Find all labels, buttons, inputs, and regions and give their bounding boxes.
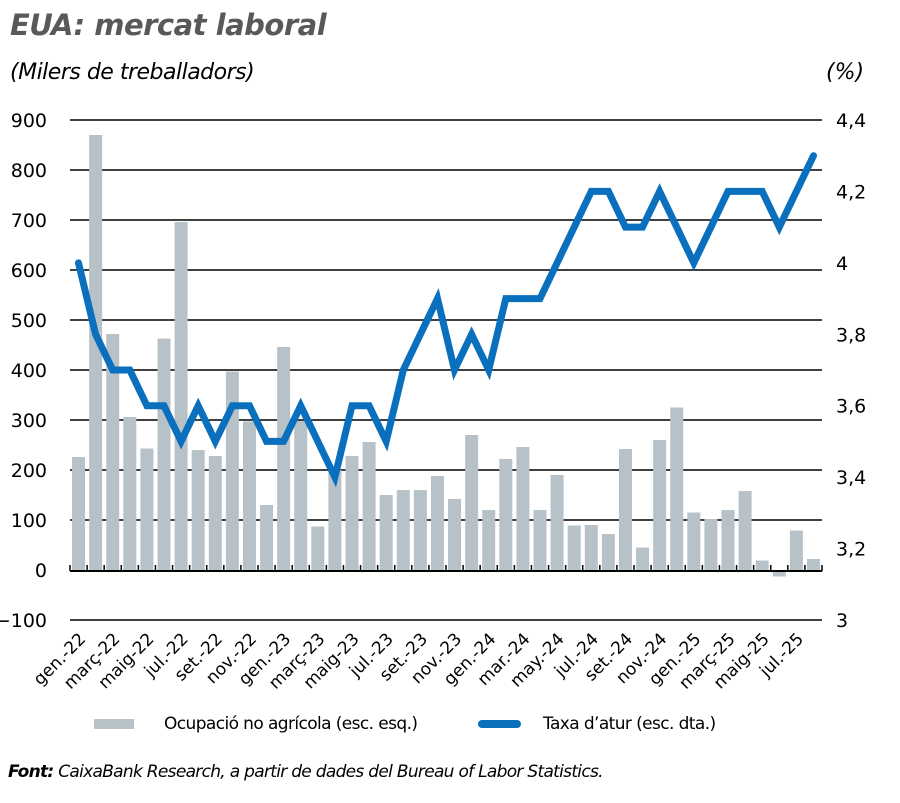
bar xyxy=(396,490,410,570)
bar xyxy=(533,510,547,570)
svg-text:4: 4 xyxy=(836,253,848,275)
bar xyxy=(738,491,752,570)
bar xyxy=(277,347,291,570)
bar xyxy=(225,371,239,570)
bar xyxy=(482,510,496,570)
bar xyxy=(294,421,308,570)
source-prefix: Font: xyxy=(8,762,54,782)
bar xyxy=(687,512,701,570)
svg-text:100: 100 xyxy=(11,510,47,532)
chart-title: EUA: mercat laboral xyxy=(10,8,327,42)
unemployment-line xyxy=(75,152,817,488)
bar xyxy=(328,470,342,570)
bar xyxy=(413,490,427,570)
bar xyxy=(772,570,786,577)
svg-text:300: 300 xyxy=(11,410,47,432)
svg-text:200: 200 xyxy=(11,460,47,482)
bar xyxy=(789,530,803,570)
bar xyxy=(123,417,137,570)
svg-text:4,2: 4,2 xyxy=(836,181,866,203)
svg-text:3: 3 xyxy=(836,610,848,632)
legend-item-employment: Ocupació no agrícola (esc. esq.) xyxy=(94,714,418,734)
bar xyxy=(72,457,86,570)
bar xyxy=(260,505,274,570)
bar xyxy=(550,475,564,570)
bar xyxy=(584,525,598,570)
bar xyxy=(140,448,154,570)
svg-text:3,2: 3,2 xyxy=(836,539,866,561)
bar xyxy=(345,456,359,570)
svg-text:3,4: 3,4 xyxy=(836,467,866,489)
svg-text:600: 600 xyxy=(11,260,47,282)
svg-text:−100: −100 xyxy=(0,610,47,632)
bar xyxy=(567,525,581,570)
legend-label-employment: Ocupació no agrícola (esc. esq.) xyxy=(164,714,418,734)
bar xyxy=(465,435,479,570)
svg-text:3,6: 3,6 xyxy=(836,396,866,418)
bar xyxy=(106,334,120,570)
source-note: Font: CaixaBank Research, a partir de da… xyxy=(8,762,604,782)
bar xyxy=(89,135,103,570)
bar xyxy=(618,449,632,570)
bar xyxy=(499,459,513,570)
svg-text:900: 900 xyxy=(11,110,47,132)
left-axis-labels: 900 800 700 600 500 400 300 200 100 0 −100 xyxy=(0,110,47,632)
bar xyxy=(208,456,222,570)
source-text: CaixaBank Research, a partir de dades de… xyxy=(53,762,603,782)
zero-axis xyxy=(69,565,823,572)
bar xyxy=(362,442,376,570)
bar xyxy=(191,450,205,570)
svg-text:4,4: 4,4 xyxy=(836,110,866,132)
bar xyxy=(516,447,530,570)
bar xyxy=(448,499,462,570)
legend-label-unemployment: Taxa d’atur (esc. dta.) xyxy=(543,714,716,734)
left-axis-unit: (Milers de treballadors) xyxy=(10,60,255,85)
bar xyxy=(653,440,667,570)
bar-swatch-icon xyxy=(94,719,134,729)
svg-text:3,8: 3,8 xyxy=(836,324,866,346)
line-swatch-icon xyxy=(478,720,521,728)
bar xyxy=(601,534,615,570)
svg-text:400: 400 xyxy=(11,360,47,382)
bar xyxy=(636,547,650,570)
bar xyxy=(704,519,718,570)
svg-text:0: 0 xyxy=(35,560,47,582)
svg-text:500: 500 xyxy=(11,310,47,332)
bar xyxy=(721,510,735,570)
x-axis-labels: gen.-22març-22maig-22jul.-22set.-22nov.-… xyxy=(30,629,808,693)
employment-bars xyxy=(72,135,820,577)
bar xyxy=(755,560,769,570)
bar xyxy=(157,338,171,570)
bar xyxy=(430,476,444,570)
bar xyxy=(174,222,188,570)
svg-text:800: 800 xyxy=(11,160,47,182)
right-axis-labels: 4,4 4,2 4 3,8 3,6 3,4 3,2 3 xyxy=(836,110,866,632)
legend: Ocupació no agrícola (esc. esq.) Taxa d’… xyxy=(0,714,900,744)
bar xyxy=(242,421,256,570)
bar xyxy=(806,559,820,570)
bar xyxy=(311,526,325,570)
bar xyxy=(670,407,684,570)
legend-item-unemployment: Taxa d’atur (esc. dta.) xyxy=(478,714,716,734)
svg-text:700: 700 xyxy=(11,210,47,232)
bar xyxy=(379,495,393,570)
right-axis-unit: (%) xyxy=(826,60,865,85)
